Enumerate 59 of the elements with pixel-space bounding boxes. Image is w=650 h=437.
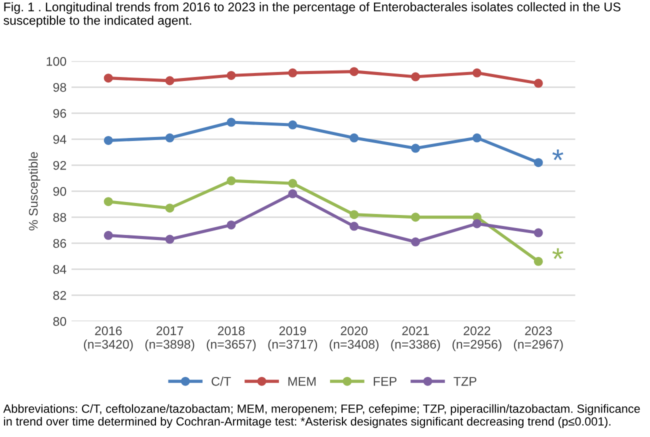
y-tick-label: 100 <box>46 56 66 66</box>
point <box>350 67 359 76</box>
legend-label: C/T <box>212 376 231 386</box>
point <box>350 222 359 231</box>
point <box>350 210 359 220</box>
y-tick-label: 82 <box>53 290 66 300</box>
x-tick-label: 2019 (n=3717) <box>268 326 318 352</box>
point <box>288 68 298 78</box>
point <box>411 144 420 153</box>
point <box>104 136 113 145</box>
y-tick-label: 88 <box>53 212 66 222</box>
point <box>165 133 174 142</box>
y-tick-label: 80 <box>53 316 66 326</box>
y-tick-label: 92 <box>53 160 66 170</box>
point <box>411 72 420 82</box>
point <box>534 256 543 266</box>
annotation: * <box>552 248 564 259</box>
point <box>534 228 543 238</box>
x-tick-label: 2023 (n=2967) <box>514 326 563 352</box>
point <box>472 219 482 228</box>
point <box>104 230 113 240</box>
point <box>226 220 236 230</box>
point <box>288 120 298 130</box>
point <box>226 176 236 186</box>
point <box>472 68 482 78</box>
point <box>411 237 420 246</box>
point <box>411 212 420 222</box>
y-tick-label: 90 <box>53 186 66 196</box>
point <box>226 118 236 127</box>
y-tick-label: 84 <box>53 264 66 274</box>
y-axis-title: % Susceptible <box>28 152 40 230</box>
x-tick-label: 2022 (n=2956) <box>452 326 502 352</box>
point <box>165 234 174 244</box>
y-tick-label: 98 <box>53 82 66 92</box>
x-tick-label: 2016 (n=3420) <box>84 326 133 352</box>
point <box>288 178 298 188</box>
point <box>534 158 543 168</box>
chart-title: Fig. 1 . Longitudinal trends from 2016 to 2023 in the percentage of Enterobacterales isolates collected in the US susceptible to the indicated agent. <box>4 2 620 28</box>
y-tick-label: 94 <box>53 134 66 144</box>
point <box>472 133 482 142</box>
point <box>534 78 543 88</box>
point <box>104 74 113 83</box>
point <box>165 76 174 86</box>
point <box>104 197 113 206</box>
y-tick-label: 86 <box>53 238 66 248</box>
point <box>226 70 236 80</box>
x-tick-label: 2021 (n=3386) <box>391 326 440 352</box>
x-tick-label: 2018 (n=3657) <box>206 326 256 352</box>
legend-label: TZP <box>454 377 476 386</box>
text: Abbreviations: C/T, ceftolozane/tazobactam; MEM, meropenem; FEP, cefepime; TZP, piperacillin/tazobactam. Significance in trend over time determined by Cochran-Armitage test: *Asterisk designates significant decreasing trend (p≤0.001). <box>3 404 640 428</box>
annotation: * <box>552 149 564 160</box>
x-tick-label: 2017 (n=3898) <box>145 326 194 352</box>
legend-label: MEM <box>288 377 316 386</box>
point <box>165 204 174 213</box>
point <box>288 189 298 198</box>
legend-label: FEP <box>374 377 396 386</box>
x-tick-label: 2020 (n=3408) <box>330 326 379 352</box>
point <box>350 133 359 142</box>
y-tick-label: 96 <box>53 108 66 118</box>
